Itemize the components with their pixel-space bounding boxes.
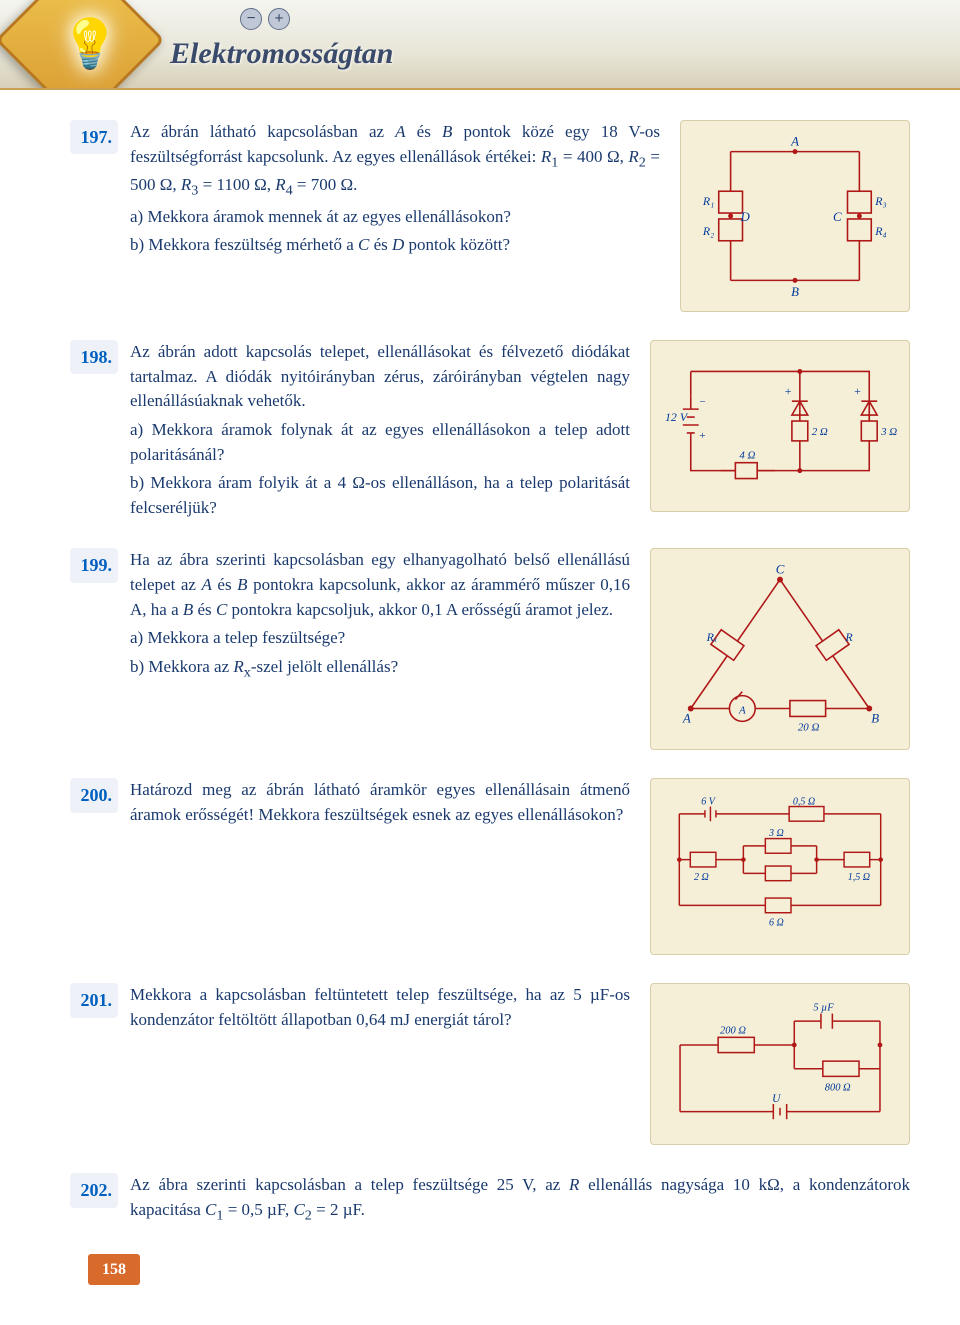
page-header: 💡 − + Elektromosságtan: [0, 0, 960, 90]
svg-text:6 V: 6 V: [701, 797, 717, 808]
problem-number: 201.: [70, 983, 118, 1017]
svg-text:3 Ω: 3 Ω: [880, 426, 897, 438]
figure-200: 6 V 0,5 Ω 2 Ω 3 Ω 1,5 Ω 6 Ω: [650, 778, 910, 955]
svg-text:R: R: [844, 631, 853, 645]
problem-number: 199.: [70, 548, 118, 582]
svg-text:D: D: [740, 210, 751, 224]
svg-text:12 V: 12 V: [665, 410, 689, 424]
svg-text:B: B: [791, 285, 799, 299]
svg-text:+: +: [784, 384, 792, 398]
svg-text:C: C: [833, 210, 842, 224]
problem-number: 198.: [70, 340, 118, 374]
problem-number: 200.: [70, 778, 118, 812]
svg-text:3 Ω: 3 Ω: [768, 828, 784, 839]
svg-text:A: A: [738, 705, 746, 717]
minus-icon: −: [240, 8, 262, 30]
problem-197: 197. Az ábrán látható kapcsolásban az A …: [70, 120, 910, 312]
plus-icon: +: [268, 8, 290, 30]
svg-text:R₃: R₃: [874, 194, 886, 208]
problem-number: 197.: [70, 120, 118, 154]
svg-text:A: A: [682, 712, 691, 726]
svg-text:6 Ω: 6 Ω: [769, 918, 784, 929]
svg-text:C: C: [776, 563, 785, 577]
svg-text:20 Ω: 20 Ω: [798, 722, 820, 734]
problem-text: Az ábrán látható kapcsolásban az A és B …: [130, 120, 660, 258]
svg-text:R₄: R₄: [874, 224, 886, 238]
problem-199: 199. Ha az ábra szerinti kapcsolásban eg…: [70, 548, 910, 750]
svg-text:B: B: [871, 712, 879, 726]
svg-text:200 Ω: 200 Ω: [720, 1026, 746, 1037]
svg-text:R₁: R₁: [702, 194, 714, 208]
svg-text:U: U: [772, 1094, 781, 1106]
svg-text:1,5 Ω: 1,5 Ω: [848, 872, 870, 883]
svg-text:+: +: [699, 430, 706, 442]
figure-198: 12 V − + + + 2 Ω 3 Ω 4 Ω: [650, 340, 910, 512]
problem-202: 202. Az ábra szerinti kapcsolásban a tel…: [70, 1173, 910, 1226]
svg-text:0,5 Ω: 0,5 Ω: [793, 797, 815, 808]
charge-icons: − +: [240, 8, 290, 30]
problem-number: 202.: [70, 1173, 118, 1207]
svg-text:Rₓ: Rₓ: [706, 631, 718, 645]
svg-text:A: A: [790, 135, 799, 149]
problem-text: Ha az ábra szerinti kapcsolásban egy elh…: [130, 548, 630, 683]
problem-text: Mekkora a kapcsolásban feltüntetett tele…: [130, 983, 630, 1032]
svg-text:+: +: [853, 384, 861, 398]
svg-text:−: −: [699, 396, 706, 408]
chapter-title: Elektromosságtan: [170, 32, 393, 76]
svg-text:2 Ω: 2 Ω: [812, 426, 828, 438]
page-content: 197. Az ábrán látható kapcsolásban az A …: [0, 90, 960, 1325]
svg-text:4 Ω: 4 Ω: [739, 450, 755, 462]
page-footer: 158: [70, 1254, 910, 1285]
problem-198: 198. Az ábrán adott kapcsolás telepet, e…: [70, 340, 910, 520]
problem-200: 200. Határozd meg az ábrán látható áramk…: [70, 778, 910, 955]
svg-text:2 Ω: 2 Ω: [694, 872, 709, 883]
svg-text:R₂: R₂: [702, 224, 714, 238]
svg-text:5 µF: 5 µF: [813, 1003, 834, 1014]
problem-text: Az ábra szerinti kapcsolásban a telep fe…: [130, 1173, 910, 1226]
figure-199: C A B Rₓ R A 20 Ω: [650, 548, 910, 750]
problem-201: 201. Mekkora a kapcsolásban feltüntetett…: [70, 983, 910, 1145]
figure-197: A B D C R₁ R₂ R₃ R₄: [680, 120, 910, 312]
lightbulb-icon: 💡: [60, 10, 120, 80]
page-number: 158: [88, 1254, 140, 1285]
figure-201: 5 µF 200 Ω 800 Ω U: [650, 983, 910, 1145]
svg-text:800 Ω: 800 Ω: [825, 1083, 851, 1094]
problem-text: Határozd meg az ábrán látható áramkör eg…: [130, 778, 630, 827]
problem-text: Az ábrán adott kapcsolás telepet, ellená…: [130, 340, 630, 520]
